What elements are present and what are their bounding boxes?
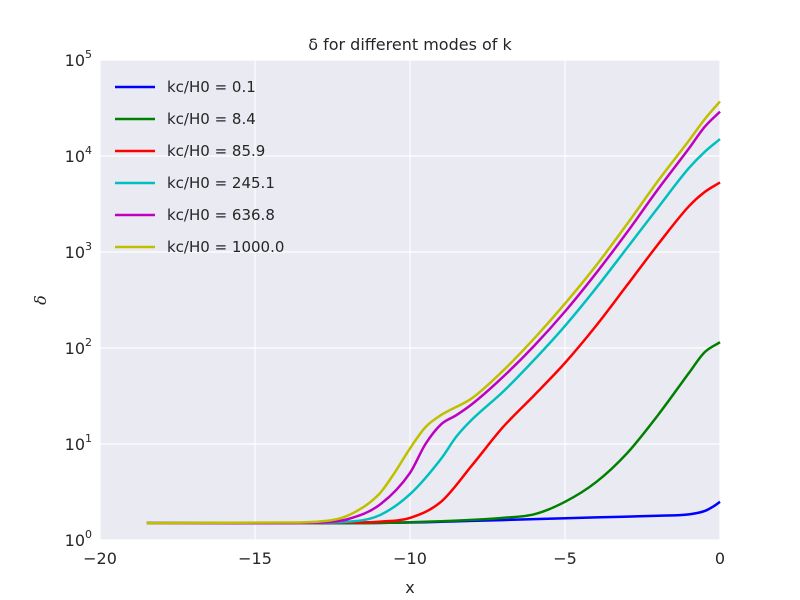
grid [99,59,721,541]
y-tick-label: 100 [65,528,92,550]
y-axis-label: δ [31,295,50,305]
x-tick-label: −20 [83,549,117,568]
x-axis-label: x [405,578,414,597]
x-tick-label: 0 [715,549,725,568]
y-tick-label: 105 [65,48,92,70]
legend-label: kc/H0 = 0.1 [167,78,256,96]
y-tick-label: 103 [65,240,92,262]
x-axis-ticks: −20 −15 −10 −5 0 [83,549,725,568]
series-line [146,110,721,525]
legend-label: kc/H0 = 8.4 [167,110,256,128]
y-tick-label: 104 [65,144,92,166]
y-axis-ticks: 100 101 102 103 104 105 [65,48,92,550]
series-line [146,138,721,525]
x-tick-label: −10 [393,549,427,568]
legend-label: kc/H0 = 1000.0 [167,238,284,256]
x-tick-label: −5 [553,549,577,568]
chart-title: δ for different modes of k [308,35,512,54]
y-tick-label: 101 [65,432,92,454]
legend-label: kc/H0 = 85.9 [167,142,265,160]
x-tick-label: −15 [238,549,272,568]
series-line [146,100,721,525]
y-tick-label: 102 [65,336,92,358]
legend-label: kc/H0 = 245.1 [167,174,275,192]
series-layer [146,100,721,525]
legend-label: kc/H0 = 636.8 [167,206,275,224]
legend: kc/H0 = 0.1 kc/H0 = 8.4 kc/H0 = 85.9 kc/H0 … [115,78,284,256]
